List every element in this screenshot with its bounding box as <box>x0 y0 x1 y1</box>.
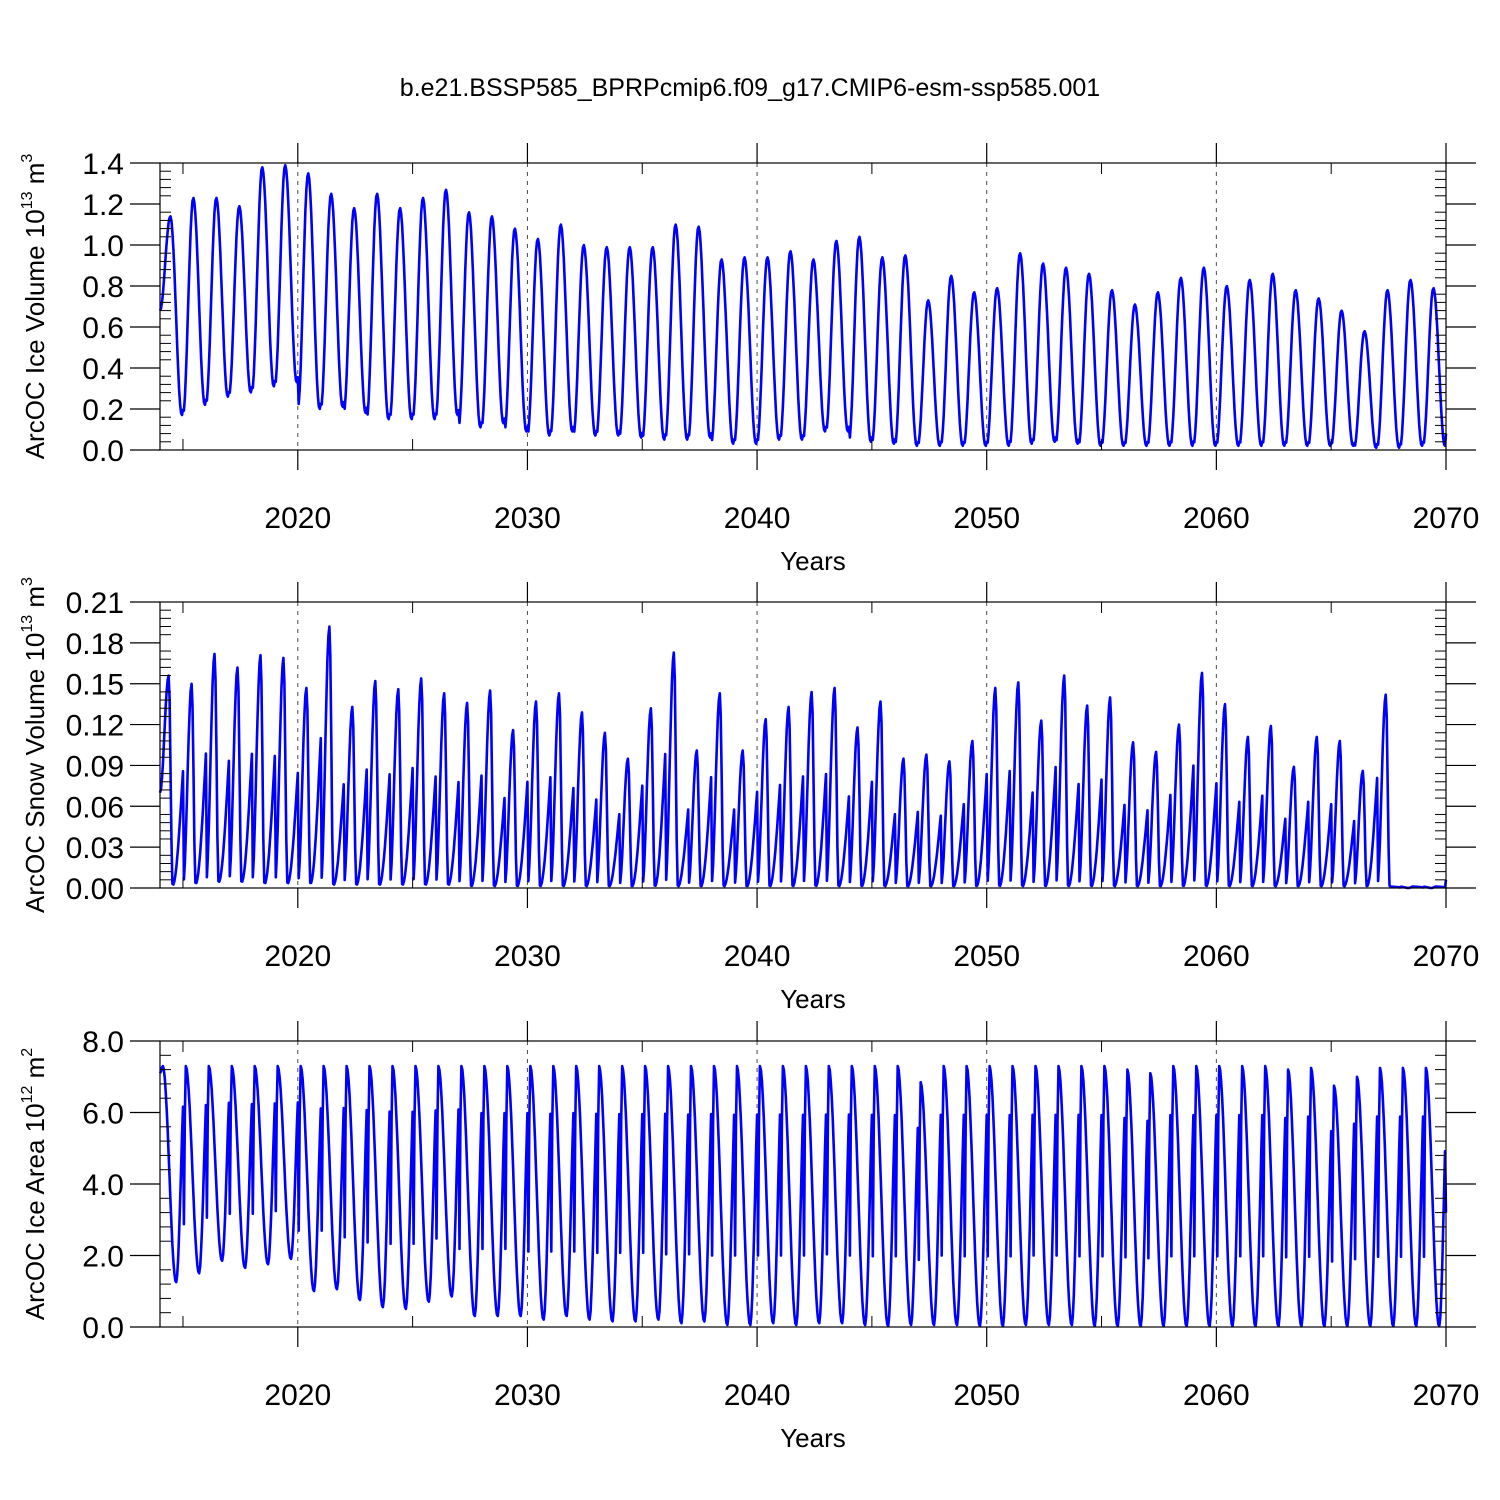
ylabel-exponent: 13 <box>19 191 36 209</box>
ylabel-exponent: 12 <box>19 1086 36 1104</box>
ytick-label: 6.0 <box>82 1098 124 1131</box>
ytick-label: 0.15 <box>66 669 124 702</box>
ytick-label: 0.09 <box>66 750 124 783</box>
xtick-label: 2030 <box>494 940 561 973</box>
xtick-label: 2040 <box>724 502 791 535</box>
series-line-arcoc-snow-volume <box>158 625 1448 890</box>
xtick-label: 2030 <box>494 502 561 535</box>
y-axis-label: ArcOC Snow Volume 1013 m3 <box>19 577 50 913</box>
xtick-label: 2070 <box>1413 1379 1480 1412</box>
ytick-label: 1.2 <box>82 189 124 222</box>
series-line-arcoc-ice-area <box>158 1064 1448 1328</box>
panels-group: 0.0 0.2 0.4 0.6 0.8 1.0 1.2 1.4 2020 2030 2040 2050… <box>19 143 1479 1453</box>
xtick-label: 2060 <box>1183 502 1250 535</box>
ytick-label: 0.8 <box>82 271 124 304</box>
ylabel-unit: m <box>20 163 50 192</box>
ytick-label: 0.2 <box>82 394 124 427</box>
ytick-label: 0.0 <box>82 435 124 468</box>
ytick-label: 1.4 <box>82 148 124 181</box>
ylabel-unit: m <box>20 1057 50 1086</box>
plot-frame <box>159 601 1447 889</box>
ytick-label: 8.0 <box>82 1026 124 1059</box>
x-axis-label: Years <box>780 546 846 576</box>
y-axis-label: ArcOC Ice Area 1012 m2 <box>19 1048 50 1320</box>
xtick-label: 2040 <box>724 940 791 973</box>
x-axis-label: Years <box>780 984 846 1014</box>
ytick-label: 2.0 <box>82 1241 124 1274</box>
ylabel-unit-exponent: 2 <box>19 1048 36 1057</box>
chart-panel-3: 0.0 2.0 4.0 6.0 8.0 2020 2030 2040 2050 2060 2070 Y… <box>19 1021 1479 1453</box>
ylabel-unit-exponent: 3 <box>19 154 36 163</box>
ylabel-exponent: 13 <box>19 615 36 633</box>
xtick-label: 2050 <box>953 502 1020 535</box>
xtick-label: 2070 <box>1413 940 1480 973</box>
xtick-label: 2020 <box>264 502 331 535</box>
ytick-label: 4.0 <box>82 1169 124 1202</box>
plot-frame <box>159 162 1447 451</box>
figure-title: b.e21.BSSP585_BPRPcmip6.f09_g17.CMIP6-es… <box>400 74 1100 102</box>
ylabel-unit: m <box>20 586 50 615</box>
ytick-label: 0.4 <box>82 353 124 386</box>
ytick-label: 0.18 <box>66 628 124 661</box>
chart-panel-1: 0.0 0.2 0.4 0.6 0.8 1.0 1.2 1.4 2020 2030 2040 2050… <box>19 143 1479 576</box>
xtick-label: 2040 <box>724 1379 791 1412</box>
series-line-arcoc-ice-volume <box>158 163 1448 450</box>
x-axis-label: Years <box>780 1423 846 1453</box>
ytick-label: 0.00 <box>66 873 124 906</box>
ylabel-text: ArcOC Ice Volume 10 <box>20 209 50 459</box>
xtick-label: 2020 <box>264 940 331 973</box>
ytick-label: 1.0 <box>82 230 124 263</box>
xtick-label: 2060 <box>1183 1379 1250 1412</box>
chart-panel-2: 0.00 0.03 0.06 0.09 0.12 0.15 0.18 0.21 2020 2030… <box>19 577 1479 1014</box>
ytick-label: 0.03 <box>66 832 124 865</box>
ytick-label: 0.0 <box>82 1312 124 1345</box>
ytick-label: 0.6 <box>82 312 124 345</box>
xtick-label: 2020 <box>264 1379 331 1412</box>
ylabel-unit-exponent: 3 <box>19 577 36 586</box>
xtick-label: 2070 <box>1413 502 1480 535</box>
ytick-label: 0.21 <box>66 587 124 620</box>
xtick-label: 2050 <box>953 940 1020 973</box>
xtick-label: 2060 <box>1183 940 1250 973</box>
ylabel-text: ArcOC Snow Volume 10 <box>20 633 50 913</box>
xtick-label: 2050 <box>953 1379 1020 1412</box>
ytick-label: 0.06 <box>66 791 124 824</box>
xtick-label: 2030 <box>494 1379 561 1412</box>
ylabel-text: ArcOC Ice Area 10 <box>20 1103 50 1320</box>
ytick-label: 0.12 <box>66 710 124 743</box>
y-axis-label: ArcOC Ice Volume 1013 m3 <box>19 154 50 460</box>
